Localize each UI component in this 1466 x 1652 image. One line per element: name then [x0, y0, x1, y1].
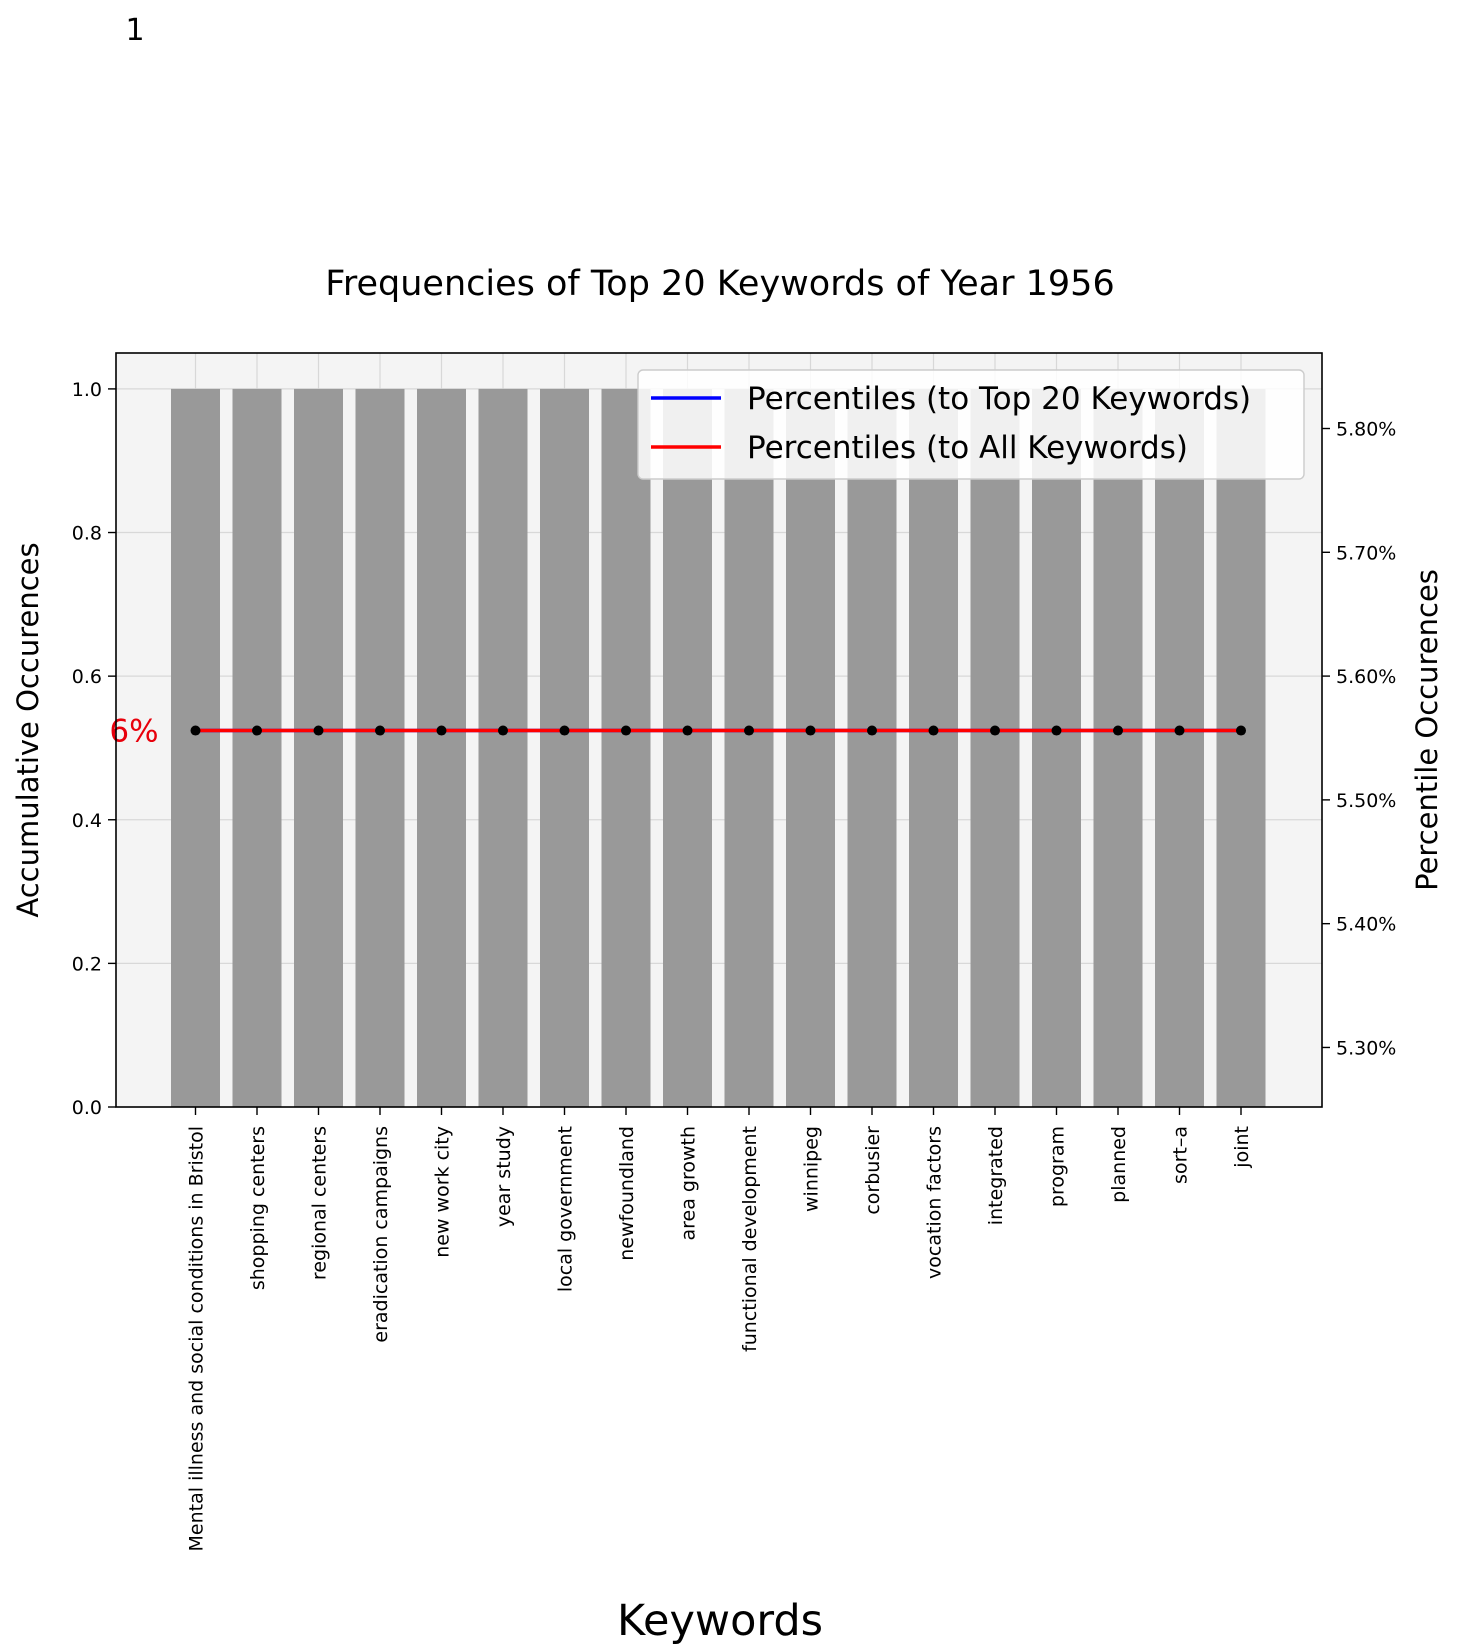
y2-axis-label: Percentile Occurences	[1410, 569, 1444, 891]
bar	[724, 388, 774, 1107]
plot-frame	[115, 352, 1323, 1108]
x-tick-label: functional development	[739, 1126, 761, 1352]
bar	[355, 388, 405, 1107]
series-point	[990, 725, 1000, 736]
y-tick-label: 0.2	[72, 953, 102, 975]
x-tick-label: new work city	[432, 1126, 454, 1258]
x-axis: Mental illness and social conditions in …	[186, 1107, 1253, 1551]
bar-series	[171, 388, 1266, 1107]
legend: Percentiles (to Top 20 Keywords) Percenti…	[637, 369, 1305, 480]
x-tick-label: joint	[1231, 1126, 1253, 1169]
x-tick-label: newfoundland	[616, 1126, 638, 1261]
bar	[1155, 388, 1204, 1107]
y2-tick-label: 5.40%	[1336, 914, 1396, 936]
x-tick-label: winnipeg	[801, 1126, 823, 1212]
y-tick-label: 0.4	[72, 810, 102, 832]
series-point	[867, 725, 877, 736]
series-point	[252, 725, 262, 736]
bar	[294, 388, 343, 1107]
x-tick-label: eradication campaigns	[370, 1126, 392, 1343]
bar	[970, 388, 1020, 1107]
x-tick-label: area growth	[678, 1126, 700, 1241]
series-point	[744, 725, 754, 736]
x-tick-label: program	[1047, 1126, 1069, 1207]
legend-label: Percentiles (to Top 20 Keywords)	[747, 381, 1251, 417]
series-point	[498, 725, 508, 736]
x-tick-label: Mental illness and social conditions in …	[186, 1126, 208, 1551]
y-tick-label: 1.0	[72, 379, 102, 401]
x-tick-label: planned	[1108, 1126, 1130, 1203]
page-number: 1	[125, 13, 144, 48]
series-point	[313, 725, 324, 736]
series-point	[436, 725, 447, 736]
x-tick-label: regional centers	[309, 1126, 331, 1280]
series-point	[621, 725, 631, 736]
x-tick-label: corbusier	[862, 1126, 884, 1215]
bar	[601, 388, 651, 1107]
series-point	[1236, 725, 1246, 736]
chart-title: Frequencies of Top 20 Keywords of Year 1…	[325, 264, 1114, 304]
x-tick-label: sort–a	[1170, 1126, 1192, 1184]
series-point	[190, 725, 201, 736]
bar	[1032, 388, 1081, 1107]
bar	[540, 388, 589, 1107]
x-tick-label: local government	[555, 1126, 577, 1292]
x-tick-label: shopping centers	[247, 1126, 269, 1290]
series-point	[1113, 725, 1123, 736]
bar	[171, 388, 220, 1107]
series-point	[928, 725, 939, 736]
series-point	[1174, 725, 1185, 736]
x-tick-label: integrated	[985, 1126, 1007, 1225]
x-axis-label: Keywords	[617, 1596, 823, 1646]
y-tick-label: 0.0	[72, 1097, 102, 1119]
bar	[1093, 388, 1143, 1107]
bar	[909, 388, 958, 1107]
right-y-axis: 5.30% 5.40% 5.50% 5.60% 5.70% 5.80%	[1322, 419, 1396, 1059]
legend-label: Percentiles (to All Keywords)	[747, 430, 1188, 466]
percent-annotation: 6%	[109, 714, 158, 750]
series-point	[1051, 725, 1062, 736]
y2-tick-label: 5.50%	[1336, 790, 1396, 812]
y-tick-label: 0.6	[72, 666, 102, 688]
bar	[786, 388, 835, 1107]
left-y-axis: 0.0 0.2 0.4 0.6 0.8 1.0	[72, 379, 116, 1119]
bar	[1216, 388, 1266, 1107]
bar	[417, 388, 466, 1107]
bar	[478, 388, 528, 1107]
x-tick-label: year study	[493, 1126, 515, 1227]
x-tick-label: vocation factors	[924, 1126, 946, 1279]
y-axis-label: Accumulative Occurences	[11, 542, 45, 917]
bar	[232, 388, 282, 1107]
bar	[847, 388, 897, 1107]
series-point	[559, 725, 570, 736]
series-point	[375, 725, 385, 736]
series-point	[682, 725, 693, 736]
y2-tick-label: 5.60%	[1336, 666, 1396, 688]
series-point	[805, 725, 816, 736]
y2-tick-label: 5.70%	[1336, 542, 1396, 564]
y2-tick-label: 5.80%	[1336, 419, 1396, 441]
bar	[663, 388, 712, 1107]
legend-box	[637, 369, 1305, 480]
percentile-lines: 6%	[109, 714, 1246, 750]
y-tick-label: 0.8	[72, 523, 102, 545]
y2-tick-label: 5.30%	[1336, 1037, 1396, 1059]
